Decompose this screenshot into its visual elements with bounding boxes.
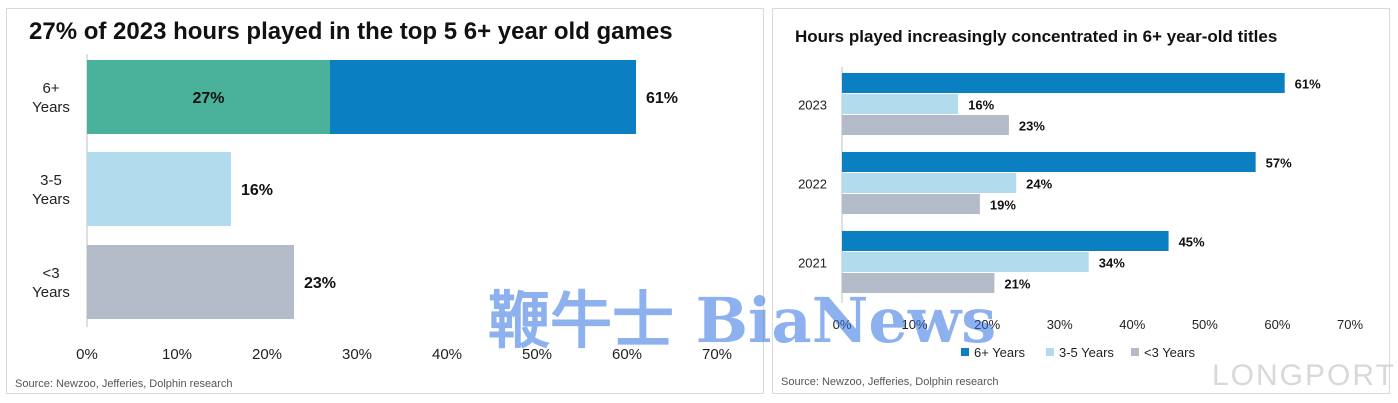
- left-x-tick-5: 50%: [522, 346, 552, 363]
- right-category-label-2022: 2022: [798, 177, 827, 192]
- right-bar-2023-6-years: [842, 73, 1285, 93]
- right-bar-2021-6-years: [842, 231, 1169, 251]
- right-x-tick-5: 50%: [1192, 317, 1218, 332]
- right-bar-2022-3-5-years: [842, 173, 1017, 193]
- right-category-label-2023: 2023: [798, 98, 827, 113]
- right-x-tick-1: 10%: [902, 317, 928, 332]
- left-x-tick-0: 0%: [76, 346, 98, 363]
- left-category-label-3-years: <3 Years: [32, 265, 70, 301]
- right-bar-label-2022-3-5-years: 24%: [1026, 177, 1052, 192]
- left-x-tick-6: 60%: [612, 346, 642, 363]
- right-source-note: Source: Newzoo, Jefferies, Dolphin resea…: [781, 376, 998, 388]
- right-x-tick-6: 60%: [1264, 317, 1290, 332]
- legend-swatch-3-5-years: [1046, 348, 1054, 356]
- right-category-label-2021: 2021: [798, 256, 827, 271]
- right-bar-label-2023-6-years: 61%: [1295, 77, 1321, 92]
- legend-swatch-3-years: [1131, 348, 1139, 356]
- left-source-note: Source: Newzoo, Jefferies, Dolphin resea…: [15, 378, 232, 390]
- right-chart-svg: Hours played increasingly concentrated i…: [781, 27, 1363, 388]
- right-bar-label-2023-3-5-years: 16%: [968, 98, 994, 113]
- left-category-label-6-years: 6+ Years: [32, 80, 70, 116]
- left-chart-panel: 27% of 2023 hours played in the top 5 6+…: [6, 8, 764, 394]
- right-chart-title: Hours played increasingly concentrated i…: [795, 27, 1277, 46]
- right-x-tick-3: 30%: [1047, 317, 1073, 332]
- left-bar-3-years: [87, 245, 294, 319]
- left-x-tick-3: 30%: [342, 346, 372, 363]
- left-bar-3-5-years: [87, 152, 231, 226]
- left-bar-label-3-5-years: 16%: [241, 182, 273, 199]
- right-bar-label-2022-6-years: 57%: [1266, 156, 1292, 171]
- legend-swatch-6-years: [961, 348, 969, 356]
- right-bar-2023-3-years: [842, 115, 1009, 135]
- right-x-tick-2: 20%: [974, 317, 1000, 332]
- right-x-tick-0: 0%: [833, 317, 852, 332]
- right-bar-2022-3-years: [842, 194, 980, 214]
- left-chart-svg: 27% of 2023 hours played in the top 5 6+…: [15, 18, 732, 390]
- legend-label-3-years: <3 Years: [1144, 345, 1195, 360]
- legend-label-6-years: 6+ Years: [974, 345, 1025, 360]
- left-highlight-bar-top5: [87, 60, 330, 134]
- right-bar-2023-3-5-years: [842, 94, 959, 114]
- left-category-label-3-5-years: 3-5 Years: [32, 172, 70, 208]
- right-bar-label-2023-3-years: 23%: [1019, 119, 1045, 134]
- right-bar-2022-6-years: [842, 152, 1256, 172]
- right-bar-label-2021-3-years: 21%: [1004, 277, 1030, 292]
- left-x-tick-1: 10%: [162, 346, 192, 363]
- right-bar-2021-3-years: [842, 273, 995, 293]
- right-bar-2021-3-5-years: [842, 252, 1089, 272]
- right-bar-label-2021-3-5-years: 34%: [1099, 256, 1125, 271]
- left-highlight-label: 27%: [192, 90, 224, 107]
- right-x-tick-7: 70%: [1337, 317, 1363, 332]
- left-bar-label-3-years: 23%: [304, 275, 336, 292]
- left-bar-label-6-years: 61%: [646, 90, 678, 107]
- left-chart-title: 27% of 2023 hours played in the top 5 6+…: [29, 18, 673, 45]
- legend-label-3-5-years: 3-5 Years: [1059, 345, 1114, 360]
- right-x-tick-4: 40%: [1119, 317, 1145, 332]
- right-bar-label-2022-3-years: 19%: [990, 198, 1016, 213]
- right-chart-panel: Hours played increasingly concentrated i…: [772, 8, 1390, 394]
- right-bar-label-2021-6-years: 45%: [1179, 235, 1205, 250]
- left-x-tick-2: 20%: [252, 346, 282, 363]
- left-x-tick-7: 70%: [702, 346, 732, 363]
- left-x-tick-4: 40%: [432, 346, 462, 363]
